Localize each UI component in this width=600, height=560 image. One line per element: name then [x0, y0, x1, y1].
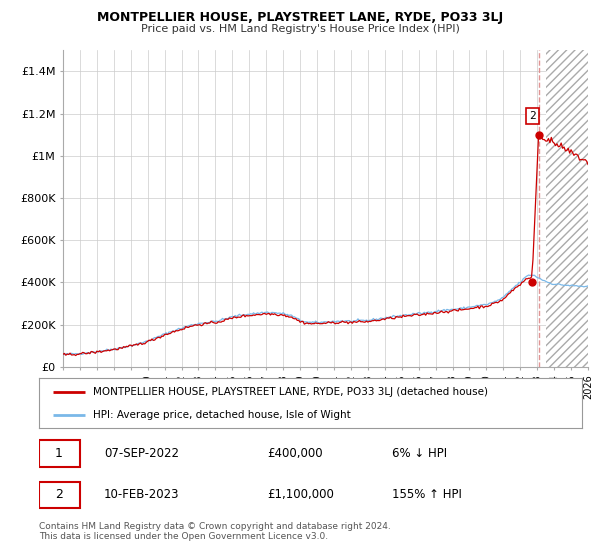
Text: £1,100,000: £1,100,000 [267, 488, 334, 501]
Text: 10-FEB-2023: 10-FEB-2023 [104, 488, 179, 501]
FancyBboxPatch shape [39, 440, 80, 466]
Text: 155% ↑ HPI: 155% ↑ HPI [392, 488, 462, 501]
Text: HPI: Average price, detached house, Isle of Wight: HPI: Average price, detached house, Isle… [94, 410, 351, 420]
FancyBboxPatch shape [39, 482, 80, 508]
Text: 07-SEP-2022: 07-SEP-2022 [104, 447, 179, 460]
Text: 2: 2 [529, 111, 536, 121]
Text: MONTPELLIER HOUSE, PLAYSTREET LANE, RYDE, PO33 3LJ (detached house): MONTPELLIER HOUSE, PLAYSTREET LANE, RYDE… [94, 386, 488, 396]
Text: MONTPELLIER HOUSE, PLAYSTREET LANE, RYDE, PO33 3LJ: MONTPELLIER HOUSE, PLAYSTREET LANE, RYDE… [97, 11, 503, 24]
Bar [545, 50, 588, 367]
Text: Price paid vs. HM Land Registry's House Price Index (HPI): Price paid vs. HM Land Registry's House … [140, 24, 460, 34]
Text: £400,000: £400,000 [267, 447, 323, 460]
Text: 1: 1 [55, 447, 63, 460]
Text: 6% ↓ HPI: 6% ↓ HPI [392, 447, 447, 460]
Text: 2: 2 [55, 488, 63, 501]
Text: Contains HM Land Registry data © Crown copyright and database right 2024.
This d: Contains HM Land Registry data © Crown c… [39, 522, 391, 542]
